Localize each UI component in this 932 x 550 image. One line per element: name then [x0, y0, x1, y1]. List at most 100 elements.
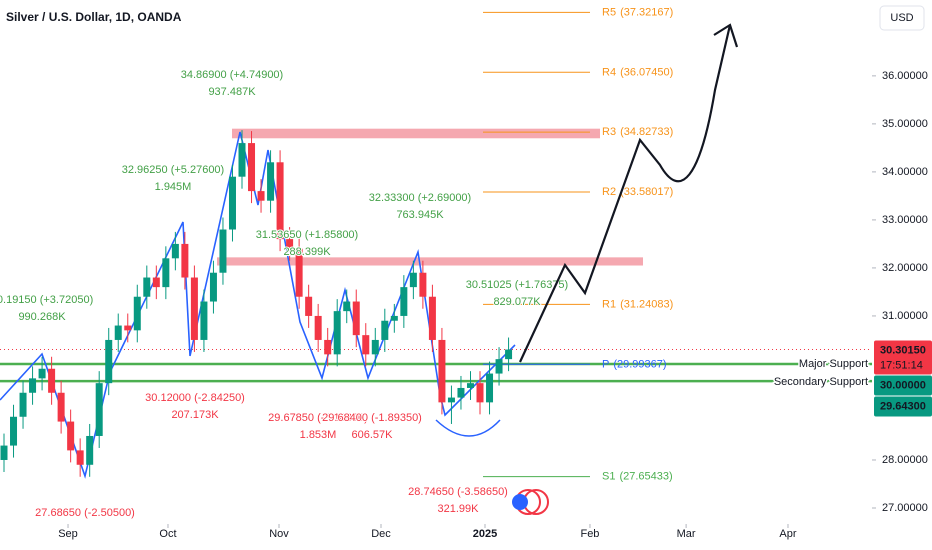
- pivot-value: (34.82733): [620, 126, 673, 138]
- price-tag: [874, 396, 932, 417]
- candle-body: [10, 416, 18, 446]
- y-tick-label: 32.00000: [882, 262, 928, 274]
- pivot-value: (27.65433): [619, 470, 672, 482]
- pivot-label: R1 (31.24083): [602, 298, 673, 310]
- pivot-name: R4: [602, 66, 616, 78]
- countdown: 17:51:14: [880, 359, 923, 371]
- candle-body: [295, 248, 303, 297]
- price-tag: [874, 340, 932, 375]
- annotation: 606.57K: [352, 429, 394, 441]
- candle-body: [105, 339, 113, 384]
- candle-body: [57, 392, 65, 422]
- candle-body: [190, 277, 198, 340]
- candle-body: [133, 296, 141, 331]
- annotation: 27.68650 (-2.50500): [35, 507, 135, 519]
- y-tick-label: 31.00000: [882, 310, 928, 322]
- candle-body: [495, 359, 503, 374]
- pivot-label: R5 (37.32167): [602, 6, 673, 18]
- candle-body: [505, 349, 513, 360]
- pivot-label: R4 (36.07450): [602, 66, 673, 78]
- y-tick-label: 33.00000: [882, 214, 928, 226]
- plot-mid: Major Support Secondary Support R5 (37.3216…: [0, 6, 870, 520]
- x-tick-label: 2025: [473, 528, 497, 540]
- annotation: 829.077K: [493, 296, 541, 308]
- candle-body: [38, 368, 46, 379]
- candle-body: [390, 315, 398, 321]
- support-label: Secondary Support: [774, 376, 868, 388]
- price-axis-bg: [872, 0, 932, 550]
- projection-arrow: [713, 23, 739, 48]
- price-tag-label: 30.00000: [880, 379, 926, 391]
- x-tick-label: Dec: [371, 528, 391, 540]
- pivot-value: (36.07450): [620, 66, 673, 78]
- pivot-name: R3: [602, 126, 616, 138]
- annotation: 34.86900 (+4.74900): [181, 69, 283, 81]
- candle-body: [324, 339, 332, 355]
- annotation: 32.33300 (+2.69000): [369, 192, 471, 204]
- candle-body: [476, 383, 484, 403]
- candle-body: [333, 311, 341, 355]
- candle-body: [466, 383, 474, 388]
- annotation: 763.945K: [396, 209, 444, 221]
- candle-body: [267, 162, 275, 201]
- y-tick-label: 28.00000: [882, 454, 928, 466]
- logo: [512, 489, 549, 515]
- resistance-zone: [232, 128, 600, 139]
- x-tick-label: Mar: [677, 528, 696, 540]
- annotation: 32.96250 (+5.27600): [122, 164, 224, 176]
- candle-body: [248, 143, 256, 192]
- pivot-label: R3 (34.82733): [602, 126, 673, 138]
- pivot-name: R5: [602, 6, 616, 18]
- x-tick-label: Feb: [580, 528, 599, 540]
- currency-box[interactable]: [879, 5, 925, 31]
- pivot-value: (33.58017): [620, 186, 673, 198]
- pivot-name: R1: [602, 298, 616, 310]
- candle-body: [238, 143, 246, 177]
- candle-body: [95, 383, 103, 436]
- pivot-value: (37.32167): [620, 6, 673, 18]
- pivot-label: P (29.99367): [602, 358, 667, 370]
- projection-path: [519, 24, 732, 363]
- x-tick-label: Nov: [269, 528, 289, 540]
- candle-body: [67, 421, 75, 451]
- y-tick-label: 34.00000: [882, 166, 928, 178]
- x-tick-label: Oct: [159, 528, 176, 540]
- candle-body: [371, 339, 379, 355]
- candle-body: [352, 301, 360, 336]
- candle-body: [219, 229, 227, 273]
- chart-title: Silver / U.S. Dollar, 1D, OANDA: [6, 10, 182, 24]
- annotation: 31.53650 (+1.85800): [256, 229, 358, 241]
- plot-back: [0, 11, 872, 528]
- annotation: 207.173K: [171, 409, 219, 421]
- candle-body: [428, 296, 436, 340]
- candle-body: [457, 387, 465, 398]
- pivot-value: (31.24083): [620, 298, 673, 310]
- candle-body: [343, 301, 351, 312]
- x-tick-label: Apr: [779, 528, 796, 540]
- pivot-name: R2: [602, 186, 616, 198]
- annotation: 30.51025 (+1.76375): [466, 279, 568, 291]
- candle-body: [419, 272, 427, 297]
- candle-body: [124, 325, 132, 331]
- price-tag-label: 30.30150: [880, 344, 926, 356]
- candle-body: [0, 445, 8, 460]
- annotation: 1.853M: [300, 429, 337, 441]
- candle-body: [200, 301, 208, 340]
- annotation: 288.399K: [283, 246, 331, 258]
- price-tag: [874, 375, 932, 396]
- candle-body: [152, 277, 160, 288]
- candle-body: [447, 397, 455, 403]
- pivot-value: (29.99367): [613, 358, 666, 370]
- annotation: 937.487K: [208, 86, 256, 98]
- resistance-zone: [217, 257, 643, 266]
- annotation: 321.99K: [438, 503, 480, 515]
- annotation: 29.67850 (-3.18350): [268, 412, 368, 424]
- pivot-name: P: [602, 358, 609, 370]
- annotation: 29.68400 (-1.89350): [322, 412, 422, 424]
- annotation: 30.19150 (+3.72050): [0, 294, 93, 306]
- candle-body: [48, 368, 56, 393]
- candle-body: [438, 339, 446, 403]
- annotation: 28.74650 (-3.58650): [408, 486, 508, 498]
